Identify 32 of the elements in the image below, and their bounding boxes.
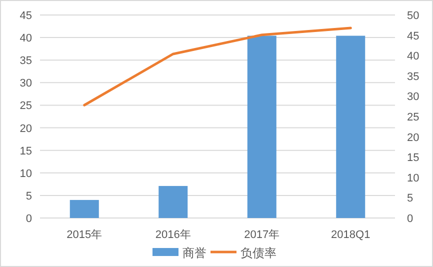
bar xyxy=(247,36,276,218)
y2-tick-label: 5 xyxy=(407,192,414,205)
y-tick-label: 30 xyxy=(20,78,32,90)
bar xyxy=(158,186,188,218)
x-tick-label: 2015年 xyxy=(66,229,102,241)
y2-tick-label: 0 xyxy=(407,213,414,225)
y-tick-label: 35 xyxy=(20,55,32,68)
x-tick-label: 2017年 xyxy=(244,229,280,241)
bar xyxy=(336,36,366,218)
x-tick-label: 2018Q1 xyxy=(331,229,370,241)
y2-tick-label: 25 xyxy=(407,112,420,124)
y-tick-label: 20 xyxy=(20,122,32,135)
y-tick-label: 25 xyxy=(20,100,32,112)
y-tick-label: 5 xyxy=(26,190,32,202)
line-series xyxy=(83,26,352,106)
y-tick-label: 10 xyxy=(20,168,32,180)
y-tick-label: 15 xyxy=(20,145,32,158)
y-tick-label: 0 xyxy=(26,213,32,225)
y2-tick-label: 40 xyxy=(407,50,420,63)
bar xyxy=(70,200,99,218)
y2-tick-label: 15 xyxy=(407,152,420,164)
x-tick-label: 2016年 xyxy=(155,229,191,241)
y2-tick-label: 50 xyxy=(407,10,420,22)
y2-tick-label: 45 xyxy=(407,30,420,42)
legend-label: 商誉 xyxy=(182,246,206,260)
legend-label: 负债率 xyxy=(240,246,276,260)
y2-tick-label: 10 xyxy=(407,172,420,184)
y2-tick-label: 35 xyxy=(407,70,420,83)
y-tick-label: 40 xyxy=(20,32,32,45)
y-tick-label: 45 xyxy=(20,10,32,22)
y2-tick-label: 30 xyxy=(407,91,420,104)
y2-tick-label: 20 xyxy=(407,132,420,144)
